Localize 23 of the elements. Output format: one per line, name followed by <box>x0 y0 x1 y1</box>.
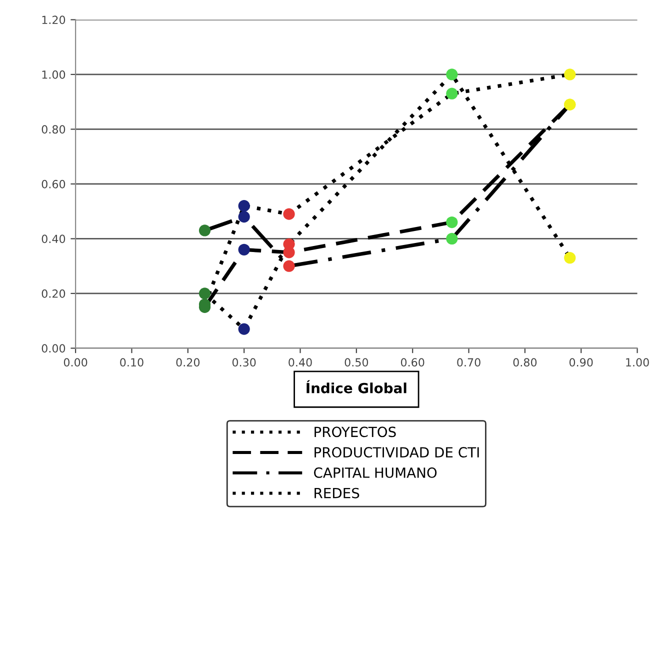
x-axis-title: Índice Global <box>306 380 406 394</box>
x-tick-label: 0.80 <box>513 358 537 367</box>
x-tick-label: 0.70 <box>457 358 480 367</box>
y-tick-label: 1.00 <box>42 70 66 79</box>
y-tick-label: 0.20 <box>42 289 66 298</box>
legend-label: CAPITAL HUMANO <box>314 467 437 478</box>
y-tick-label: 0.00 <box>42 344 66 353</box>
x-tick-label: 0.10 <box>120 358 144 367</box>
x-tick-label: 0.00 <box>64 358 88 367</box>
y-tick-label: 0.80 <box>42 125 66 134</box>
legend-label: REDES <box>314 488 360 498</box>
x-tick-label: 1.00 <box>626 358 649 367</box>
x-tick-label: 0.40 <box>288 358 312 367</box>
x-tick-label: 0.50 <box>344 358 368 367</box>
y-tick-label: 0.40 <box>42 234 66 244</box>
legend-label: PROYECTOS <box>314 426 396 438</box>
x-tick-label: 0.30 <box>232 358 256 367</box>
x-tick-label: 0.60 <box>400 358 424 367</box>
y-tick-label: 0.60 <box>42 180 66 188</box>
y-tick-label: 1.20 <box>42 16 66 24</box>
x-tick-label: 0.20 <box>176 358 200 367</box>
x-tick-label: 0.90 <box>569 358 593 367</box>
legend-label: PRODUCTIVIDAD DE CTI <box>314 447 479 458</box>
